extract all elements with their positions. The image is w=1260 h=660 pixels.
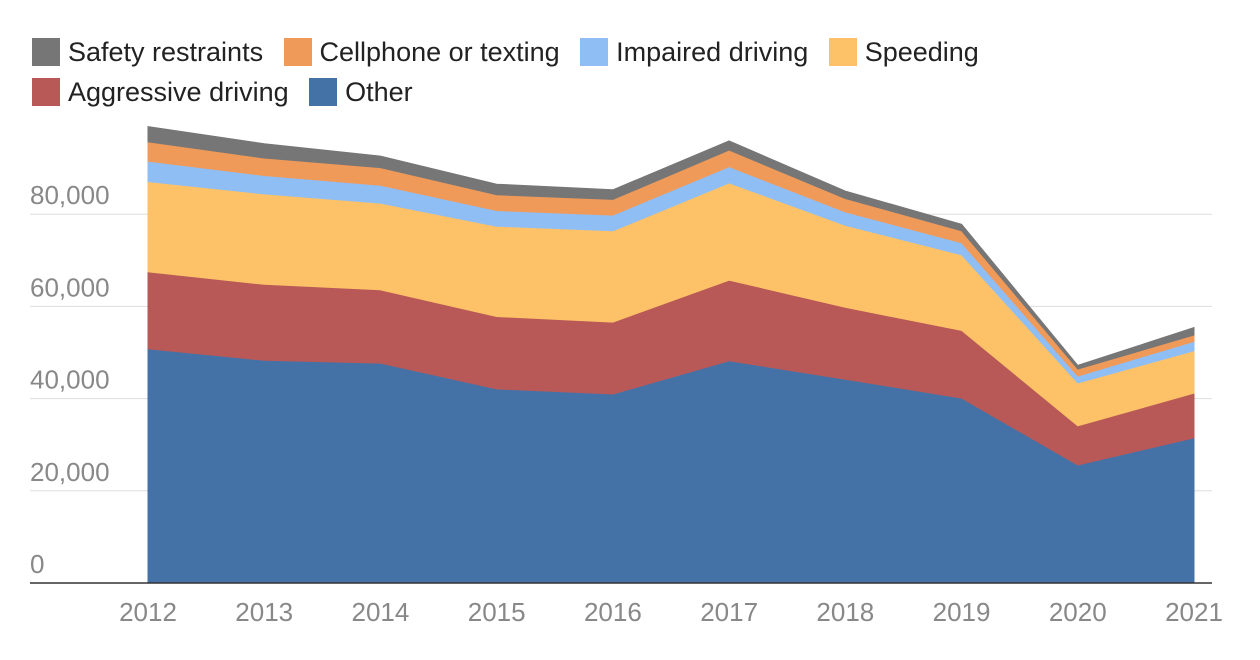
legend-label-aggressive: Aggressive driving xyxy=(68,76,289,107)
legend-swatch-safety-restraints xyxy=(32,38,60,66)
y-tick-label: 0 xyxy=(30,549,44,579)
x-tick-label: 2017 xyxy=(700,597,758,627)
legend-item-cellphone: Cellphone or texting xyxy=(283,32,560,72)
legend-label-safety-restraints: Safety restraints xyxy=(68,36,264,67)
legend-item-speeding: Speeding xyxy=(828,32,979,72)
legend-item-aggressive: Aggressive driving xyxy=(32,72,289,112)
x-axis-ticks: 2012 2013 2014 2015 2016 2017 2018 2019 2020 2021 xyxy=(119,597,1223,627)
x-tick-label: 2018 xyxy=(816,597,874,627)
legend-swatch-other xyxy=(309,78,338,106)
legend-item-impaired: Impaired driving xyxy=(580,32,808,72)
x-tick-label: 2021 xyxy=(1165,597,1223,627)
chart-legend: Safety restraints Cellphone or texting I… xyxy=(32,32,1032,112)
legend-row: Safety restraints Cellphone or texting I… xyxy=(32,32,1032,72)
legend-swatch-speeding xyxy=(828,38,857,66)
y-axis-ticks: 0 20,000 40,000 60,000 80,000 xyxy=(30,180,110,579)
x-tick-label: 2019 xyxy=(933,597,991,627)
x-tick-label: 2015 xyxy=(468,597,526,627)
legend-label-speeding: Speeding xyxy=(864,36,979,67)
area-series xyxy=(147,126,1195,584)
legend-label-cellphone: Cellphone or texting xyxy=(319,36,560,67)
legend-swatch-cellphone xyxy=(283,38,312,66)
y-tick-label: 60,000 xyxy=(30,272,110,302)
x-tick-label: 2014 xyxy=(352,597,410,627)
x-tick-label: 2012 xyxy=(119,597,177,627)
x-tick-label: 2020 xyxy=(1049,597,1107,627)
y-tick-label: 40,000 xyxy=(30,365,110,395)
y-tick-label: 20,000 xyxy=(30,457,110,487)
x-tick-label: 2013 xyxy=(235,597,293,627)
legend-swatch-aggressive xyxy=(32,78,60,106)
x-tick-label: 2016 xyxy=(584,597,642,627)
legend-item-other: Other xyxy=(309,72,413,112)
legend-label-impaired: Impaired driving xyxy=(616,36,809,67)
y-tick-label: 80,000 xyxy=(30,180,110,210)
legend-row: Aggressive driving Other xyxy=(32,72,1032,112)
area-safety-restraints xyxy=(147,126,1195,370)
legend-swatch-impaired xyxy=(580,38,609,66)
legend-label-other: Other xyxy=(345,76,413,107)
legend-item-safety-restraints: Safety restraints xyxy=(32,32,263,72)
